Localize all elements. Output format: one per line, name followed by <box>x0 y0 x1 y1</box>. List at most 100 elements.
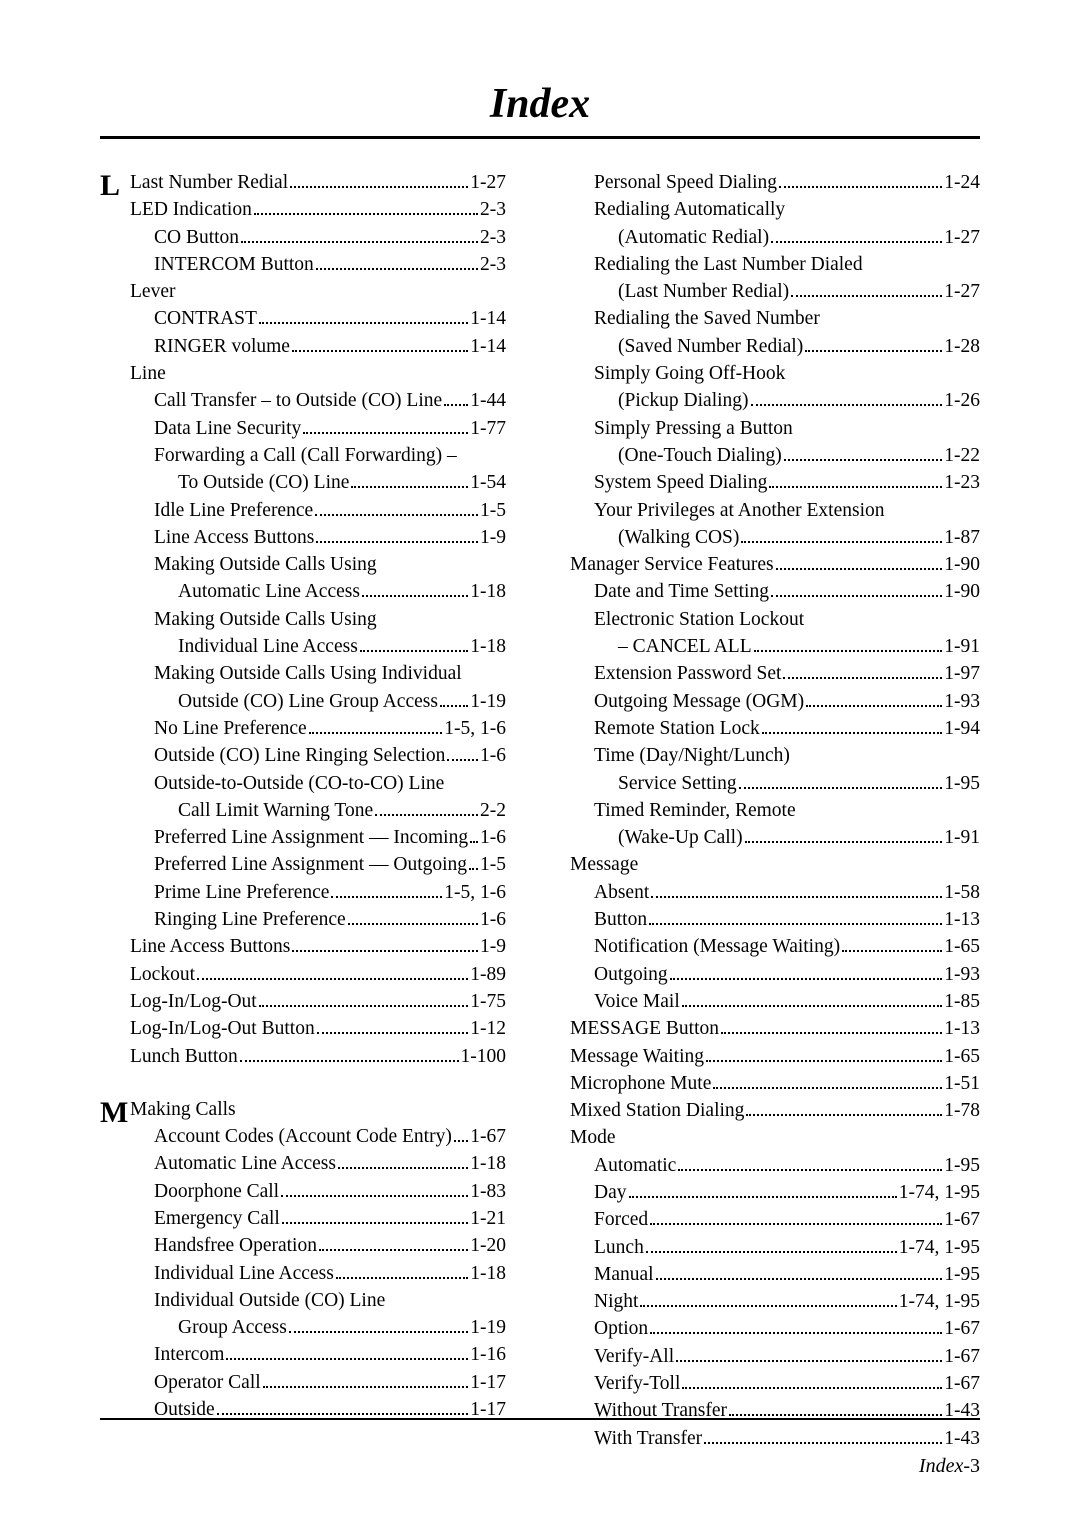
entry-label: Without Transfer <box>594 1397 727 1424</box>
leader-dots <box>776 557 943 570</box>
left-column: LLast Number Redial 1-27LED Indication 2… <box>100 169 510 1449</box>
entry-label: (Walking COS) <box>618 524 739 551</box>
index-entry: CONTRAST 1-14 <box>130 305 506 332</box>
leader-dots <box>745 830 943 843</box>
entry-label: Idle Line Preference <box>154 497 313 524</box>
entry-label: Day <box>594 1179 627 1206</box>
index-entry: Verify-All 1-67 <box>570 1343 980 1370</box>
index-entry: Message <box>570 851 980 878</box>
entry-label: (One-Touch Dialing) <box>618 442 782 469</box>
index-entry: Line Access Buttons 1-9 <box>130 933 506 960</box>
entry-label: Individual Line Access <box>178 633 358 660</box>
leader-dots <box>676 1349 942 1362</box>
index-entry: Microphone Mute 1-51 <box>570 1070 980 1097</box>
entry-label: Preferred Line Assignment — Incoming <box>154 824 468 851</box>
entry-label: Message <box>570 851 638 878</box>
footer-prefix: Index- <box>919 1455 970 1477</box>
leader-dots <box>217 1402 469 1415</box>
entry-page: 1-74, 1-95 <box>899 1288 980 1315</box>
index-entry: Simply Pressing a Button <box>570 415 980 442</box>
entry-label: Log-In/Log-Out <box>130 988 257 1015</box>
entry-page: 1-19 <box>470 688 506 715</box>
entry-label: Message Waiting <box>570 1043 704 1070</box>
index-entry: Your Privileges at Another Extension <box>570 497 980 524</box>
entry-label: CONTRAST <box>154 305 257 332</box>
index-entry: Verify-Toll 1-67 <box>570 1370 980 1397</box>
index-entry: Night 1-74, 1-95 <box>570 1288 980 1315</box>
leader-dots <box>704 1431 942 1444</box>
entry-label: Lockout <box>130 961 195 988</box>
index-entry: – CANCEL ALL 1-91 <box>570 633 980 660</box>
leader-dots <box>741 530 942 543</box>
leader-dots <box>360 639 468 652</box>
entry-page: 1-90 <box>944 578 980 605</box>
index-entry: Option 1-67 <box>570 1315 980 1342</box>
entry-page: 1-26 <box>944 387 980 414</box>
entry-label: Forced <box>594 1206 648 1233</box>
leader-dots <box>315 503 478 516</box>
entry-label: Call Transfer – to Outside (CO) Line <box>154 387 442 414</box>
index-entry: Emergency Call 1-21 <box>130 1205 506 1232</box>
entry-label: Timed Reminder, Remote <box>594 797 796 824</box>
leader-dots <box>282 1211 468 1224</box>
entry-page: 1-20 <box>470 1232 506 1259</box>
entry-page: 1-67 <box>944 1370 980 1397</box>
entry-label: (Automatic Redial) <box>618 224 769 251</box>
leader-dots <box>470 830 478 843</box>
entry-page: 1-95 <box>944 1152 980 1179</box>
index-section: Personal Speed Dialing 1-24Redialing Aut… <box>570 169 980 1452</box>
index-entry: Notification (Message Waiting) 1-65 <box>570 933 980 960</box>
index-entry: Voice Mail 1-85 <box>570 988 980 1015</box>
entry-label: Making Calls <box>130 1096 236 1123</box>
entry-page: 1-9 <box>480 933 506 960</box>
entry-page: 1-77 <box>470 415 506 442</box>
leader-dots <box>336 1266 468 1279</box>
leader-dots <box>670 967 943 980</box>
entry-page: 1-14 <box>470 333 506 360</box>
entry-label: Verify-Toll <box>594 1370 680 1397</box>
entry-page: 1-19 <box>470 1314 506 1341</box>
entry-label: Remote Station Lock <box>594 715 760 742</box>
leader-dots <box>806 694 942 707</box>
leader-dots <box>292 339 468 352</box>
entry-page: 1-87 <box>944 524 980 551</box>
entry-page: 1-90 <box>944 551 980 578</box>
entry-label: Emergency Call <box>154 1205 280 1232</box>
entry-page: 1-89 <box>470 961 506 988</box>
index-entry: Redialing Automatically <box>570 196 980 223</box>
index-entry: Doorphone Call 1-83 <box>130 1178 506 1205</box>
entry-page: 1-100 <box>461 1043 507 1070</box>
leader-dots <box>447 749 478 762</box>
index-entry: Without Transfer 1-43 <box>570 1397 980 1424</box>
index-entry: Redialing the Saved Number <box>570 305 980 332</box>
index-entry: Idle Line Preference 1-5 <box>130 497 506 524</box>
leader-dots <box>348 912 478 925</box>
entry-label: Outgoing Message (OGM) <box>594 688 804 715</box>
index-columns: LLast Number Redial 1-27LED Indication 2… <box>100 169 980 1478</box>
entry-page: 1-24 <box>944 169 980 196</box>
entry-page: 1-93 <box>944 688 980 715</box>
leader-dots <box>440 694 468 707</box>
leader-dots <box>678 1158 942 1171</box>
leader-dots <box>784 448 942 461</box>
entry-label: Making Outside Calls Using <box>154 551 377 578</box>
index-entry: Prime Line Preference 1-5, 1-6 <box>130 879 506 906</box>
entry-label: Line Access Buttons <box>130 933 290 960</box>
entry-label: Lever <box>130 278 175 305</box>
index-entry: Outside (CO) Line Ringing Selection 1-6 <box>130 742 506 769</box>
leader-dots <box>240 1049 459 1062</box>
index-entry: Day 1-74, 1-95 <box>570 1179 980 1206</box>
entry-label: MESSAGE Button <box>570 1015 719 1042</box>
index-entry: (Last Number Redial) 1-27 <box>570 278 980 305</box>
entry-label: Electronic Station Lockout <box>594 606 804 633</box>
entry-page: 1-13 <box>944 1015 980 1042</box>
entry-label: Simply Pressing a Button <box>594 415 793 442</box>
leader-dots <box>259 312 468 325</box>
index-entry: Data Line Security 1-77 <box>130 415 506 442</box>
entry-label: (Pickup Dialing) <box>618 387 749 414</box>
entry-page: 1-93 <box>944 961 980 988</box>
entry-page: 2-3 <box>480 224 506 251</box>
leader-dots <box>771 585 942 598</box>
entry-label: Outgoing <box>594 961 668 988</box>
entry-label: – CANCEL ALL <box>618 633 752 660</box>
